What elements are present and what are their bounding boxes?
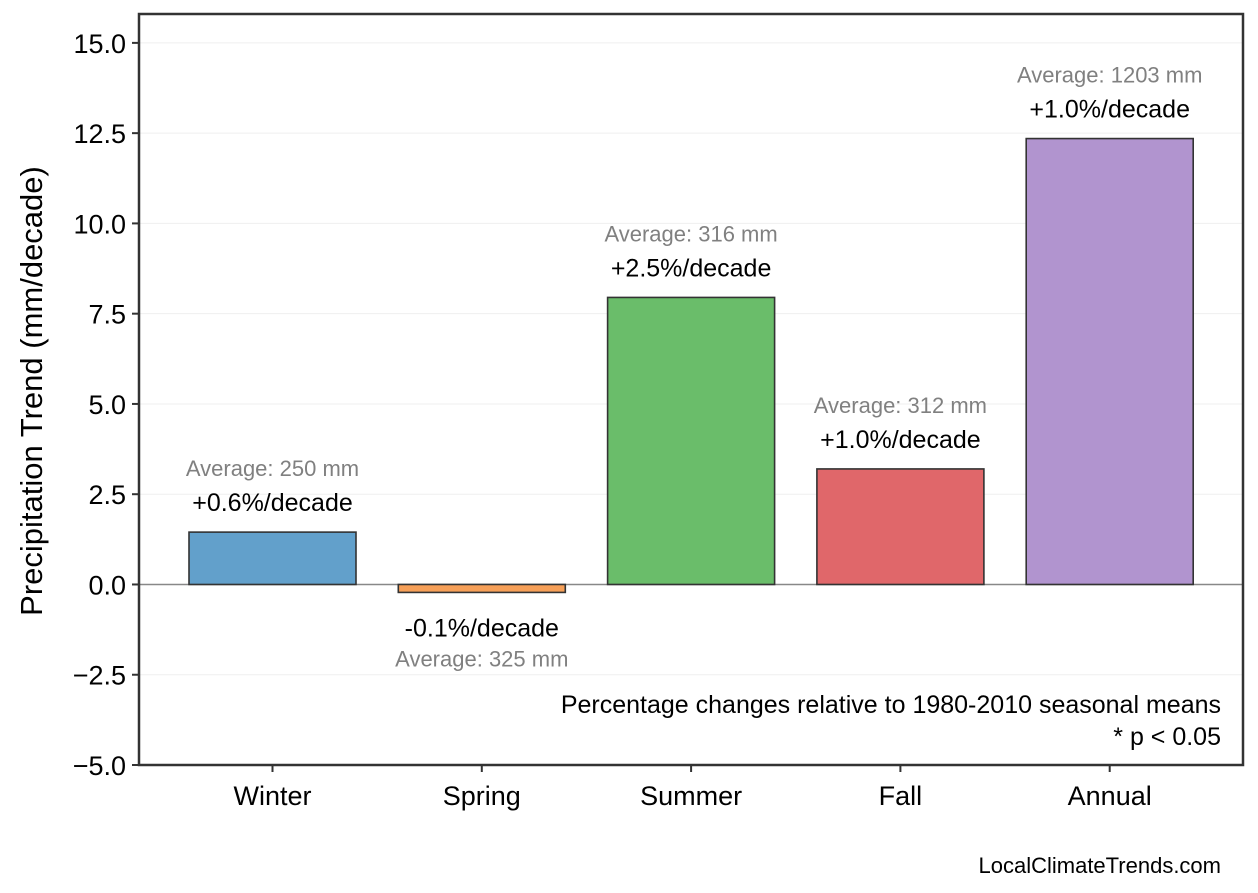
bar-summer (606, 296, 776, 586)
average-label: Average: 1203 mm (1017, 63, 1202, 88)
source-credit: LocalClimateTrends.com (979, 853, 1222, 878)
x-tick-label: Fall (879, 781, 923, 811)
y-tick-label: 10.0 (73, 209, 126, 239)
x-axis-ticks: Winter Spring Summer Fall Annual (233, 765, 1152, 811)
percent-label: +1.0%/decade (1029, 96, 1190, 124)
y-axis-ticks: −5.0 −2.5 0.0 2.5 5.0 7.5 10.0 12.5 15.0 (73, 29, 139, 781)
y-tick-label: −5.0 (73, 751, 126, 781)
percent-label: -0.1%/decade (405, 614, 559, 642)
y-tick-label: 5.0 (88, 390, 126, 420)
x-tick-label: Winter (233, 781, 311, 811)
y-axis-title: Precipitation Trend (mm/decade) (14, 166, 49, 616)
y-tick-label: −2.5 (73, 661, 126, 691)
footnote-percentage: Percentage changes relative to 1980-2010… (561, 691, 1221, 719)
x-tick-label: Spring (443, 781, 521, 811)
x-tick-label: Annual (1068, 781, 1152, 811)
y-tick-label: 0.0 (88, 570, 126, 600)
average-label: Average: 312 mm (814, 393, 987, 418)
average-label: Average: 250 mm (186, 456, 359, 481)
y-tick-label: 2.5 (88, 480, 126, 510)
percent-label: +2.5%/decade (611, 254, 772, 282)
average-label: Average: 325 mm (395, 646, 568, 671)
x-tick-label: Summer (640, 781, 742, 811)
bar-spring (397, 583, 567, 594)
bar-winter (188, 531, 357, 586)
footnote-significance: * p < 0.05 (1113, 723, 1221, 751)
percent-label: +0.6%/decade (192, 489, 353, 517)
y-tick-label: 7.5 (88, 300, 126, 330)
bars (188, 137, 1194, 594)
average-label: Average: 316 mm (604, 221, 777, 246)
percent-label: +1.0%/decade (820, 426, 981, 454)
y-tick-label: 15.0 (73, 29, 126, 59)
y-tick-label: 12.5 (73, 119, 126, 149)
bar-labels: +0.6%/decade Average: 250 mm -0.1%/decade A… (186, 63, 1203, 672)
bar-annual (1025, 137, 1194, 586)
bar-fall (816, 468, 985, 586)
